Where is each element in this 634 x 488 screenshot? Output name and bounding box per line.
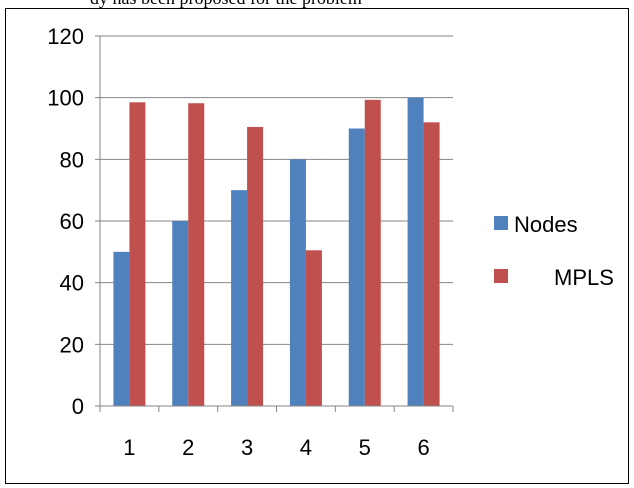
- y-tick-label: 100: [47, 86, 84, 111]
- bar-mpls: [305, 250, 322, 406]
- clipped-caption-strip: dy has been proposed for the problem: [0, 0, 634, 10]
- bar-chart: 0 20 40 60 80 100 120 1 2 3 4 5 6 Nodes MPLS: [47, 24, 614, 460]
- x-tick-label: 4: [300, 435, 312, 460]
- x-tick-label: 3: [241, 435, 253, 460]
- bar-nodes: [113, 251, 130, 406]
- clipped-caption-text: dy has been proposed for the problem: [90, 0, 362, 9]
- x-tick-label: 6: [417, 435, 429, 460]
- bar-mpls: [129, 102, 146, 407]
- y-tick-label: 0: [72, 394, 84, 419]
- legend-swatch-mpls: [494, 269, 508, 283]
- x-tick-label: 5: [359, 435, 371, 460]
- x-tick-label: 1: [123, 435, 135, 460]
- y-tick-label: 40: [60, 271, 84, 296]
- bar-mpls: [247, 126, 264, 406]
- bar-mpls: [423, 122, 440, 406]
- bar-nodes: [231, 190, 248, 406]
- x-axis-tick-labels: 1 2 3 4 5 6: [123, 435, 429, 460]
- bar-nodes: [172, 221, 189, 406]
- bars: [113, 97, 440, 407]
- x-tick-label: 2: [182, 435, 194, 460]
- gridlines: [100, 35, 453, 345]
- bar-nodes: [348, 128, 365, 406]
- y-tick-label: 20: [60, 332, 84, 357]
- bar-mpls: [364, 99, 381, 406]
- legend: Nodes MPLS: [494, 212, 614, 290]
- y-tick-label: 120: [47, 24, 84, 49]
- legend-label-nodes: Nodes: [514, 212, 578, 237]
- axes: [95, 35, 454, 412]
- y-tick-label: 80: [60, 147, 84, 172]
- bar-mpls: [188, 103, 205, 406]
- y-axis-tick-labels: 0 20 40 60 80 100 120: [47, 24, 84, 419]
- bar-nodes: [289, 159, 306, 406]
- legend-swatch-nodes: [494, 216, 508, 230]
- chart-frame: 0 20 40 60 80 100 120 1 2 3 4 5 6 Nodes MPLS: [5, 8, 629, 484]
- legend-label-mpls: MPLS: [554, 265, 614, 290]
- bar-nodes: [407, 97, 424, 407]
- y-tick-label: 60: [60, 209, 84, 234]
